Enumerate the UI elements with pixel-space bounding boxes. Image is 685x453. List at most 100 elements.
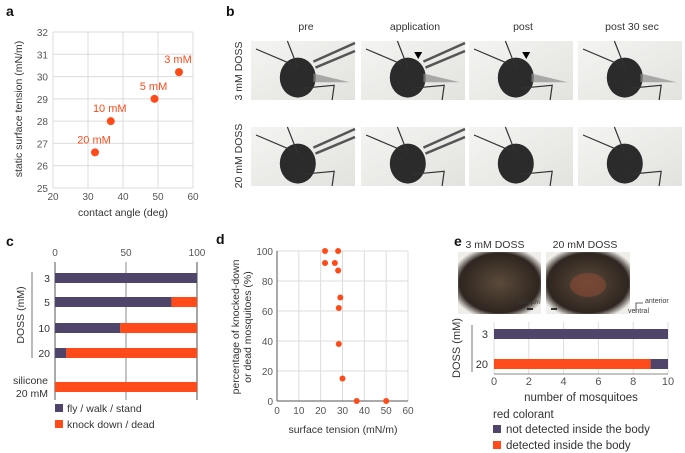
x-tick-label: 20 [315,406,327,417]
mosquito-legs [473,126,553,187]
chart-a-xlabel: contact angle (deg) [78,207,168,219]
chart-a-contact-angle: 20 30 40 50 60 25 26 27 28 29 30 31 32 3 mM 5 mM 10 mM 2… [37,28,199,203]
data-point [322,260,329,266]
photo-20-mm-doss-pre [251,126,356,187]
bar-segment [66,348,197,358]
arrowhead-marker-icon [522,52,531,59]
x-tick-label: 60 [402,406,414,417]
mosquito-wing [313,73,350,83]
y-tick-label: 20 [476,359,488,371]
y-tick-label: 3 [482,329,488,341]
mosquito-body [497,143,534,184]
y-tick-label: 26 [37,162,49,173]
pipette-tip [422,127,466,155]
column-header-post-30-sec: post 30 sec [605,21,659,33]
legend-label: knock down / dead [67,419,155,431]
mosquito-legs [255,126,335,187]
bar-segment [55,382,197,392]
x-tick-label: 10 [662,376,674,388]
data-point [337,294,344,301]
y-tick-label: 10 [38,323,50,335]
bar-segment [494,359,651,369]
data-point-label: 20 mM [77,134,111,146]
bar-segment [120,323,197,333]
panel-label-e: e [454,233,462,249]
photo-3-mm-doss-pre [251,40,356,101]
legend-label: fly / walk / stand [67,403,142,415]
chart-a-ylabel: static surface tension (mN/m) [13,41,25,178]
y-tick-label: 28 [37,117,49,128]
y-tick-label: 29 [37,95,49,106]
y-tick-label-line2: 20 mM [16,388,48,400]
data-point-label: 3 mM [164,54,192,66]
photo-label-3mm: 3 mM DOSS [466,239,525,251]
mosquito-body [279,143,316,184]
mosquito-wing [423,73,460,83]
orientation-anterior: anterior [645,298,669,305]
mosquito-legs [365,126,445,187]
y-tick-label: 20 [262,367,274,378]
photo-grid-b: pre application post post 30 sec 3 mM DO… [233,21,682,188]
row-label-3mm: 3 mM DOSS [233,42,245,101]
data-point [335,305,342,311]
photo-20-mm-doss-post [469,126,573,187]
data-point [383,398,390,404]
data-point [150,94,159,103]
scale-bar-label: 100 µm [518,299,540,306]
legend-swatch [55,404,63,412]
pipette-tip [312,127,356,155]
photo-3-mm-doss-post-30-sec [578,40,682,101]
data-point [106,117,115,126]
chart-d-xlabel: surface tension (mN/m) [288,424,397,436]
column-header-post: post [513,21,533,33]
mosquito-legs [365,40,445,101]
pipette-tip [312,41,356,69]
orientation-axes-icon [635,302,643,313]
x-tick-label: 100 [189,248,206,259]
x-tick-label: 0 [274,406,280,417]
photo-3-mm-doss-post [469,40,573,101]
photo-head-3mm [458,252,541,314]
bar-segment [55,348,67,358]
y-tick-label: 3 [44,273,50,285]
y-tick-label: 0 [267,397,273,408]
chart-c-ylabel: DOSS (mM) [15,286,27,343]
x-tick-label: 50 [152,192,164,203]
mosquito-wing [531,73,568,83]
column-header-pre: pre [298,21,313,33]
row-label-20mm: 20 mM DOSS [233,124,245,189]
x-tick-label: 50 [381,406,393,417]
y-tick-label: 32 [37,28,49,39]
legend-swatch [493,425,501,433]
y-tick-label-line1: silicone [13,375,48,387]
x-tick-label: 20 [47,192,59,203]
bar-segment [55,297,172,307]
y-tick-label: 40 [262,337,274,348]
legend-swatch [55,420,63,428]
x-tick-label: 0 [491,376,497,388]
x-tick-label: 60 [187,192,199,203]
panel-label-c: c [6,233,14,249]
x-tick-label: 6 [595,376,601,388]
bar-segment [171,297,197,307]
x-tick-label: 4 [561,376,567,388]
legend-label: detected inside the body [506,440,631,452]
pipette-tip [422,41,466,69]
red-colorant-stain [570,273,606,297]
chart-e-legend-title: red colorant [493,409,555,421]
bar-segment [55,273,197,283]
y-tick-label: 27 [37,139,49,150]
bar-segment [650,359,668,369]
y-tick-label: 80 [262,277,274,288]
chart-d-surface-tension: 0 10 20 30 40 50 60 0 20 40 60 80 100 [256,247,414,417]
y-tick-label: 25 [37,184,49,195]
arrowhead-marker-icon [414,52,423,59]
photo-20-mm-doss-application [361,126,466,187]
panel-label-d: d [216,231,225,247]
chart-d-ylabel-line2: or dead mosquitoes (%) [242,271,254,382]
data-point [339,375,346,382]
y-tick-label: 5 [44,297,50,309]
mosquito-legs [582,40,662,101]
data-point [331,260,338,266]
photo-label-20mm: 20 mM DOSS [553,239,618,251]
